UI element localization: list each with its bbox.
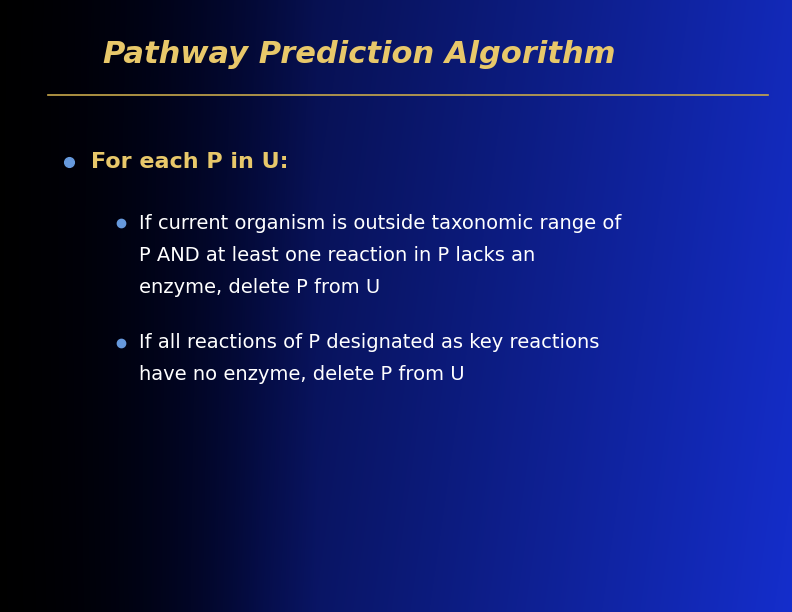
Text: have no enzyme, delete P from U: have no enzyme, delete P from U bbox=[139, 365, 464, 384]
Text: For each P in U:: For each P in U: bbox=[91, 152, 288, 172]
Text: If all reactions of P designated as key reactions: If all reactions of P designated as key … bbox=[139, 333, 599, 353]
Text: P AND at least one reaction in P lacks an: P AND at least one reaction in P lacks a… bbox=[139, 245, 535, 265]
Text: Pathway Prediction Algorithm: Pathway Prediction Algorithm bbox=[103, 40, 615, 69]
Text: If current organism is outside taxonomic range of: If current organism is outside taxonomic… bbox=[139, 214, 621, 233]
Text: enzyme, delete P from U: enzyme, delete P from U bbox=[139, 277, 380, 297]
